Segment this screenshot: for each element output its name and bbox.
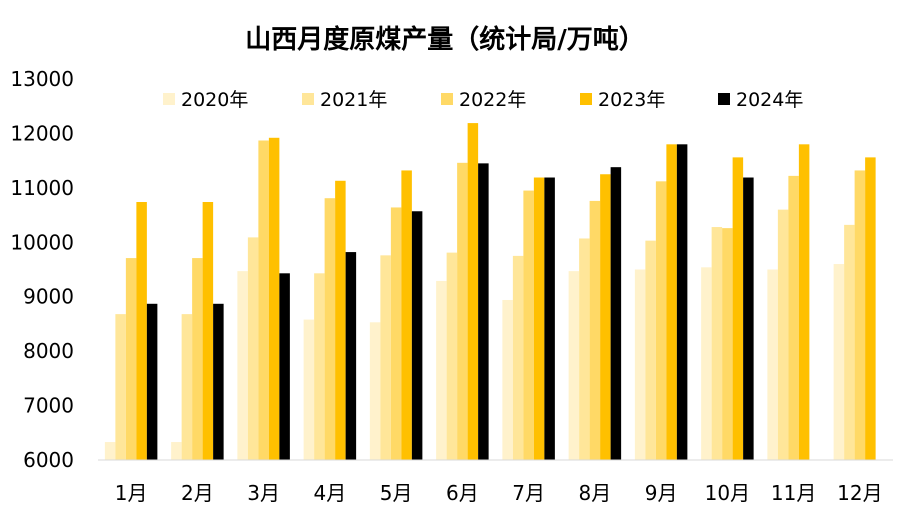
bar [369,322,381,460]
y-tick-label: 12000 [10,121,74,145]
legend-swatch [302,93,314,105]
bar [345,252,357,460]
x-tick-label: 2月 [181,481,214,505]
y-tick-label: 7000 [23,394,74,418]
legend-swatch [163,93,175,105]
bar [213,303,224,460]
bar [523,190,534,461]
bar [777,209,789,460]
x-tick-label: 4月 [314,481,347,505]
legend-label: 2022年 [459,89,526,111]
bar [568,271,580,460]
bar [722,228,733,460]
x-axis: 1月 2月 3月 4月 5月 6月 7月 8月 9月 10月 11月 12月 [115,481,883,505]
bar [844,224,855,460]
y-tick-label: 10000 [10,230,74,254]
bar [711,227,723,460]
x-tick-label: 11月 [771,481,816,505]
bar [457,162,468,460]
chart-title: 山西月度原煤产量（统计局/万吨） [245,24,645,55]
bar [279,273,290,460]
bar [676,144,688,461]
y-axis: 6000 7000 8000 9000 10000 11000 12000 13000 [10,67,74,472]
y-tick-label: 8000 [23,339,74,363]
bar [854,170,866,460]
bar [579,238,590,460]
bar [533,177,545,460]
bar [136,202,147,460]
bar [589,200,601,461]
legend: 2020年 2021年 2022年 2023年 2024年 [163,89,803,111]
bar [115,314,126,460]
bar [610,167,622,460]
bar [544,177,555,460]
bar [202,202,214,460]
legend-label: 2024年 [736,89,803,111]
bar [767,269,778,460]
bar [247,237,259,460]
bar [833,264,845,460]
legend-swatch [441,93,453,105]
legend-swatch [580,93,592,105]
legend-swatch [718,93,730,105]
bar [125,258,137,460]
bar [467,123,479,460]
bar [600,174,611,460]
bar [146,303,158,460]
bar [865,157,876,460]
x-tick-label: 8月 [579,481,612,505]
bar [502,299,513,460]
y-tick-label: 6000 [23,448,74,472]
x-tick-label: 10月 [705,481,750,505]
x-tick-label: 7月 [512,481,545,505]
bar [798,144,810,461]
bar [411,211,423,460]
y-tick-label: 9000 [23,285,74,309]
bar [512,255,524,460]
bar [237,271,248,460]
x-tick-label: 5月 [380,481,413,505]
bar [303,319,315,460]
bar [192,258,203,460]
bar [171,442,182,460]
x-tick-label: 3月 [247,481,280,505]
bar [732,157,744,460]
bar [258,140,269,461]
bar [446,252,458,460]
bar [181,314,193,460]
bar [335,180,346,460]
bar [324,198,336,460]
bar [655,181,667,460]
legend-label: 2023年 [598,89,665,111]
bar [478,163,489,460]
legend-label: 2020年 [181,89,248,111]
x-tick-label: 12月 [837,481,882,505]
bars [104,123,876,461]
y-tick-label: 11000 [10,176,74,200]
bar [268,137,280,461]
bar [401,170,412,460]
bar [104,442,116,460]
bar [390,207,402,460]
bar [666,144,677,461]
bar [701,267,712,460]
x-tick-label: 9月 [645,481,678,505]
y-tick-label: 13000 [10,67,74,91]
bar [634,269,646,460]
x-tick-label: 6月 [446,481,479,505]
bar [743,177,754,460]
legend-label: 2021年 [320,89,387,111]
bar [436,280,447,460]
bar [314,273,325,460]
x-tick-label: 1月 [115,481,148,505]
bar [380,255,391,460]
bar [645,240,656,460]
bar [788,175,799,460]
